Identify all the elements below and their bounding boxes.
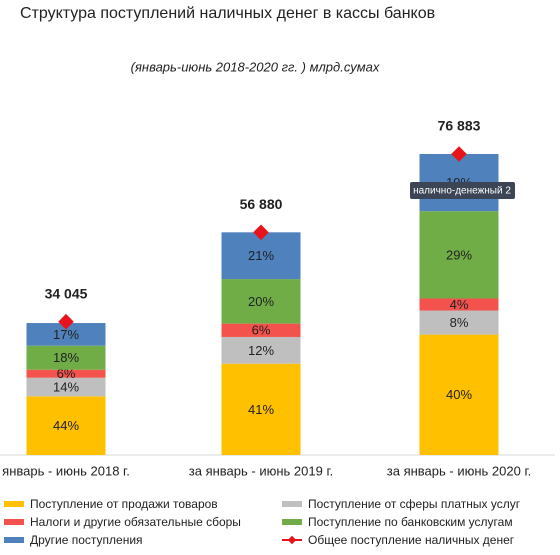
legend-label: Поступление по банковским услугам <box>308 515 513 529</box>
legend-swatch <box>4 501 24 507</box>
legend-label: Общее поступление наличных денег <box>308 533 515 547</box>
bar-segment <box>221 232 301 280</box>
total-marker <box>253 224 269 241</box>
data-label: 6% <box>57 366 76 381</box>
bar-segment <box>419 211 499 299</box>
legend-swatch <box>4 537 24 543</box>
data-label: 18% <box>53 350 79 365</box>
total-marker <box>451 146 467 162</box>
legend-swatch <box>282 519 302 525</box>
data-label: 21% <box>248 248 274 263</box>
total-label: 76 883 <box>438 118 481 134</box>
bar-segment <box>419 334 499 455</box>
legend-label: Налоги и другие обязательные сборы <box>30 515 241 529</box>
legend-label: Поступление от продажи товаров <box>30 497 218 511</box>
data-label: 20% <box>248 294 274 309</box>
data-label: 12% <box>248 343 274 358</box>
tooltip-text: налично-денежный 2 <box>413 186 511 197</box>
data-label: 29% <box>446 247 472 262</box>
data-label: 14% <box>53 379 79 394</box>
bar-segment <box>221 323 301 337</box>
bar-segment <box>26 323 106 346</box>
x-tick-label: за январь - июнь 2020 г. <box>387 463 531 478</box>
data-label: 6% <box>252 323 271 338</box>
total-label: 56 880 <box>240 196 283 212</box>
bar-segment <box>26 369 106 378</box>
x-tick-label: январь - июнь 2018 г. <box>2 463 130 478</box>
bar-segment <box>221 363 301 455</box>
bar-segment <box>221 279 301 324</box>
legend-label: Поступление от сферы платных услуг <box>308 497 521 511</box>
chart-subtitle: (январь-июнь 2018-2020 гг. ) млрд.сумах <box>131 59 380 74</box>
data-label: 8% <box>450 315 469 330</box>
chart-title: Структура поступлений наличных денег в к… <box>20 5 435 22</box>
tooltip-box <box>410 182 515 199</box>
data-label: 41% <box>248 402 274 417</box>
bar-segment <box>221 336 301 364</box>
legend-swatch <box>287 535 297 545</box>
bar-segment <box>26 396 106 455</box>
bar-segment <box>26 377 106 397</box>
x-tick-label: за январь - июнь 2019 г. <box>189 463 333 478</box>
data-label: 4% <box>450 297 469 312</box>
bar-segment <box>419 310 499 335</box>
bar-segment <box>419 298 499 311</box>
data-label: 17% <box>53 327 79 342</box>
total-label: 34 045 <box>45 285 88 301</box>
legend-swatch <box>4 519 24 525</box>
data-label: 40% <box>446 387 472 402</box>
bar-segment <box>26 345 106 370</box>
legend-label: Другие поступления <box>30 533 143 547</box>
legend-swatch <box>282 501 302 507</box>
data-label: 44% <box>53 418 79 433</box>
